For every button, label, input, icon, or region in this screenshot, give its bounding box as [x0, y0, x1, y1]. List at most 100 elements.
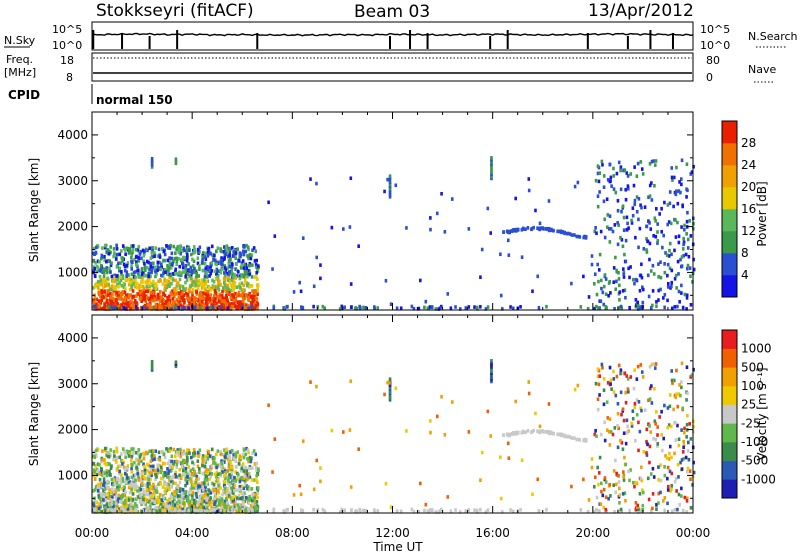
- velocity-cell: [166, 499, 169, 503]
- velocity-cell: [246, 471, 250, 476]
- velocity-cell: [666, 425, 670, 430]
- power-cell: [150, 267, 154, 272]
- velocity-cell: [174, 362, 178, 367]
- power-cell: [245, 270, 249, 274]
- velocity-cell: [213, 456, 216, 461]
- power-cell: [229, 303, 233, 308]
- power-cell: [203, 274, 207, 279]
- power-cell: [180, 261, 184, 266]
- power-cell: [586, 306, 590, 311]
- velocity-cell: [688, 422, 692, 426]
- power-cell: [178, 299, 182, 303]
- power-cell: [490, 168, 493, 173]
- power-cell: [252, 298, 256, 302]
- velocity-cell: [115, 468, 119, 472]
- velocity-cell: [222, 483, 226, 488]
- velocity-cell: [490, 371, 493, 376]
- power-cell: [667, 220, 671, 224]
- velocity-cell: [213, 510, 216, 514]
- velocity-cell: [650, 384, 653, 388]
- velocity-cell: [464, 509, 468, 513]
- power-cell: [222, 271, 226, 275]
- power-cell: [256, 288, 260, 293]
- velocity-cell: [171, 492, 175, 497]
- velocity-cell: [234, 454, 238, 458]
- power-cell: [204, 257, 208, 261]
- velocity-cell: [228, 483, 232, 487]
- power-cell: [109, 245, 112, 249]
- velocity-cell: [99, 472, 103, 477]
- velocity-cell: [210, 464, 214, 468]
- power-cell: [449, 306, 453, 311]
- power-cell: [157, 247, 161, 252]
- velocity-cell: [140, 482, 144, 486]
- velocity-cell: [209, 508, 213, 513]
- power-cell: [616, 221, 619, 225]
- power-cell: [120, 249, 123, 253]
- velocity-cell: [149, 477, 152, 482]
- velocity-cell: [107, 485, 110, 490]
- velocity-cell: [177, 509, 181, 513]
- velocity-cell: [128, 450, 131, 454]
- velocity-cell: [536, 477, 540, 482]
- power-cell: [107, 282, 110, 287]
- power-cell: [167, 279, 171, 284]
- power-cell: [655, 300, 658, 304]
- velocity-cell: [527, 380, 531, 384]
- power-cell: [595, 231, 598, 236]
- power-cell: [598, 171, 602, 175]
- power-cell: [648, 161, 652, 166]
- power-cell: [239, 300, 242, 304]
- velocity-cell: [202, 499, 206, 504]
- power-cell: [437, 307, 440, 311]
- power-cell: [165, 285, 169, 290]
- power-cell: [118, 268, 121, 273]
- power-cell: [232, 295, 236, 299]
- power-cell: [131, 302, 135, 307]
- power-cell: [141, 305, 144, 310]
- velocity-cell: [115, 460, 118, 464]
- power-cell: [685, 266, 689, 271]
- velocity-cell: [137, 459, 140, 463]
- velocity-cell: [154, 485, 158, 489]
- velocity-cell: [112, 478, 116, 483]
- power-cell: [142, 294, 145, 299]
- velocity-cell: [184, 475, 188, 479]
- range-tick-label: 1000: [57, 265, 88, 279]
- velocity-cell: [184, 477, 187, 482]
- velocity-cell: [667, 457, 671, 461]
- power-cell: [622, 228, 626, 233]
- velocity-cell: [221, 492, 224, 497]
- power-cell: [114, 287, 118, 291]
- velocity-cell: [255, 500, 259, 504]
- velocity-cell: [138, 488, 141, 492]
- power-cell: [109, 250, 112, 255]
- power-cell: [682, 236, 685, 241]
- power-cell: [686, 237, 690, 242]
- velocity-cell: [686, 413, 689, 418]
- power-cell: [516, 227, 520, 232]
- power-cell: [125, 270, 129, 274]
- velocity-cell: [668, 451, 671, 456]
- power-cell: [120, 270, 123, 274]
- velocity-cell: [136, 509, 140, 514]
- power-cell: [602, 284, 606, 289]
- power-cell: [112, 247, 116, 251]
- velocity-cell: [220, 459, 223, 463]
- power-cell: [440, 191, 443, 196]
- power-cell: [204, 288, 207, 293]
- power-cell: [323, 306, 327, 311]
- velocity-cell: [220, 497, 224, 502]
- velocity-cell: [134, 478, 137, 483]
- velocity-cell: [253, 504, 256, 509]
- velocity-cell: [201, 471, 205, 476]
- velocity-cell: [272, 508, 276, 513]
- velocity-cell: [96, 489, 100, 493]
- velocity-cell: [373, 509, 376, 514]
- power-cell: [186, 295, 189, 300]
- velocity-cell: [256, 486, 260, 490]
- power-cell: [530, 227, 533, 232]
- power-cell: [147, 278, 151, 283]
- velocity-cell: [165, 488, 169, 493]
- velocity-cell: [248, 472, 251, 476]
